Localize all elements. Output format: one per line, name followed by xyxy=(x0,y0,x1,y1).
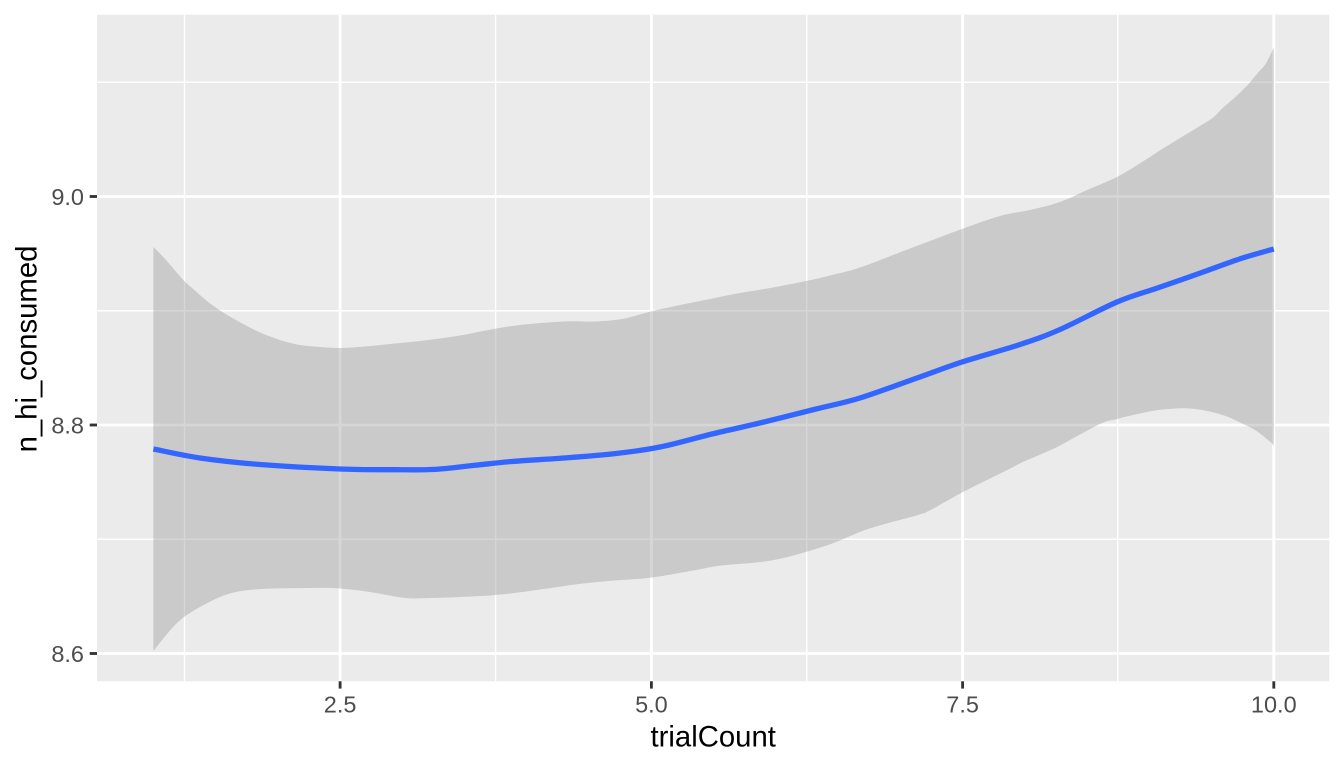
svg-text:2.5: 2.5 xyxy=(324,691,357,717)
svg-text:trialCount: trialCount xyxy=(651,720,776,753)
svg-text:8.6: 8.6 xyxy=(51,641,84,667)
svg-text:10.0: 10.0 xyxy=(1251,691,1297,717)
svg-text:8.8: 8.8 xyxy=(51,412,84,438)
svg-text:9.0: 9.0 xyxy=(51,184,84,210)
svg-text:7.5: 7.5 xyxy=(946,691,979,717)
svg-text:n_hi_consumed: n_hi_consumed xyxy=(10,246,43,453)
svg-text:5.0: 5.0 xyxy=(635,691,668,717)
